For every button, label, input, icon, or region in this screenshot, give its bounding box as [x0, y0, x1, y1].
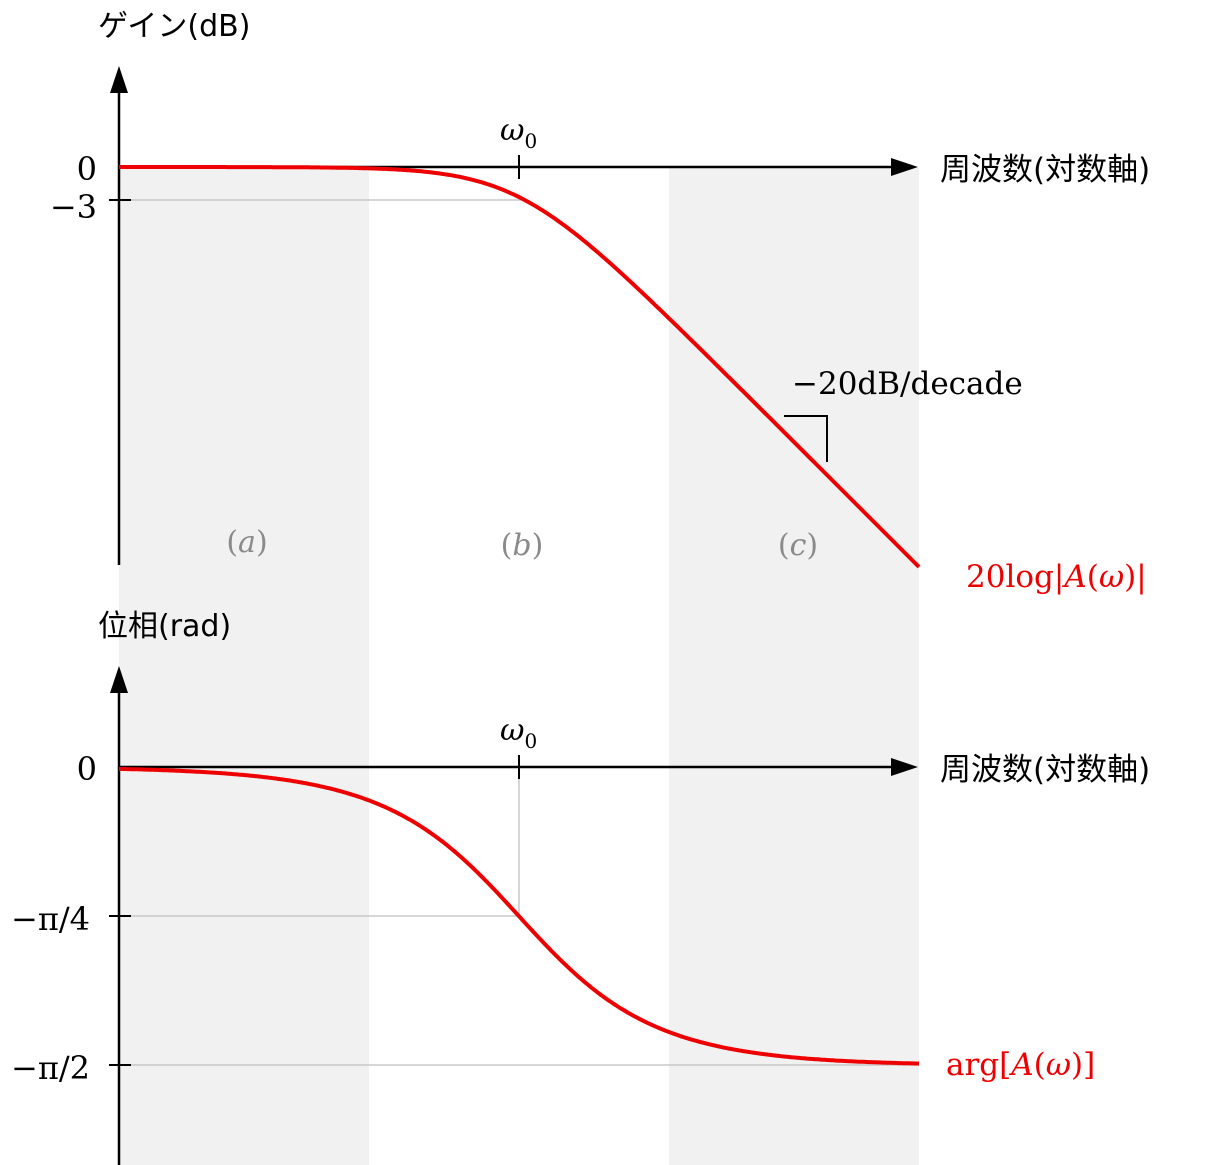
phase-curve	[119, 766, 920, 1066]
phase-plot: 位相(rad) 周波数(対数軸) 0 −π/4 −π/2 ω0 arg[A(ω)…	[11, 609, 1150, 1165]
phase-ytick-label-pi4: −π/4	[11, 900, 90, 938]
phase-x-arrow	[891, 758, 918, 776]
gain-x-arrow	[891, 158, 918, 176]
slope-annotation: −20dB/decade	[792, 366, 1023, 402]
gain-xlabel: 周波数(対数軸)	[940, 152, 1150, 188]
phase-omega0-label: ω0	[500, 713, 537, 753]
gain-y-arrow	[110, 66, 128, 93]
gain-series-label: 20log|A(ω)|	[966, 559, 1147, 595]
slope-indicator	[784, 415, 828, 462]
region-label-a: (a)	[226, 525, 267, 560]
gain-y-label: ゲイン(dB)	[98, 9, 250, 44]
phase-y-arrow	[110, 666, 128, 693]
phase-ytick-label-pi2: −π/2	[11, 1049, 90, 1087]
band-low	[119, 168, 369, 1165]
gain-omega0-label: ω0	[500, 113, 537, 153]
region-label-c: (c)	[778, 528, 818, 563]
phase-series-label: arg[A(ω)]	[946, 1047, 1095, 1083]
phase-xlabel: 周波数(対数軸)	[940, 752, 1150, 788]
region-label-b: (b)	[501, 528, 544, 563]
gain-plot: ゲイン(dB) 周波数(対数軸) 0 −3 ω0 −20dB/decade (a…	[50, 9, 1150, 595]
phase-ytick-label-0: 0	[77, 750, 97, 788]
gain-curve	[119, 165, 921, 569]
gain-ytick-label-0: 0	[77, 150, 97, 188]
gain-ytick-label-minus3: −3	[50, 188, 97, 226]
phase-y-label: 位相(rad)	[98, 609, 231, 644]
band-high	[669, 168, 919, 1165]
